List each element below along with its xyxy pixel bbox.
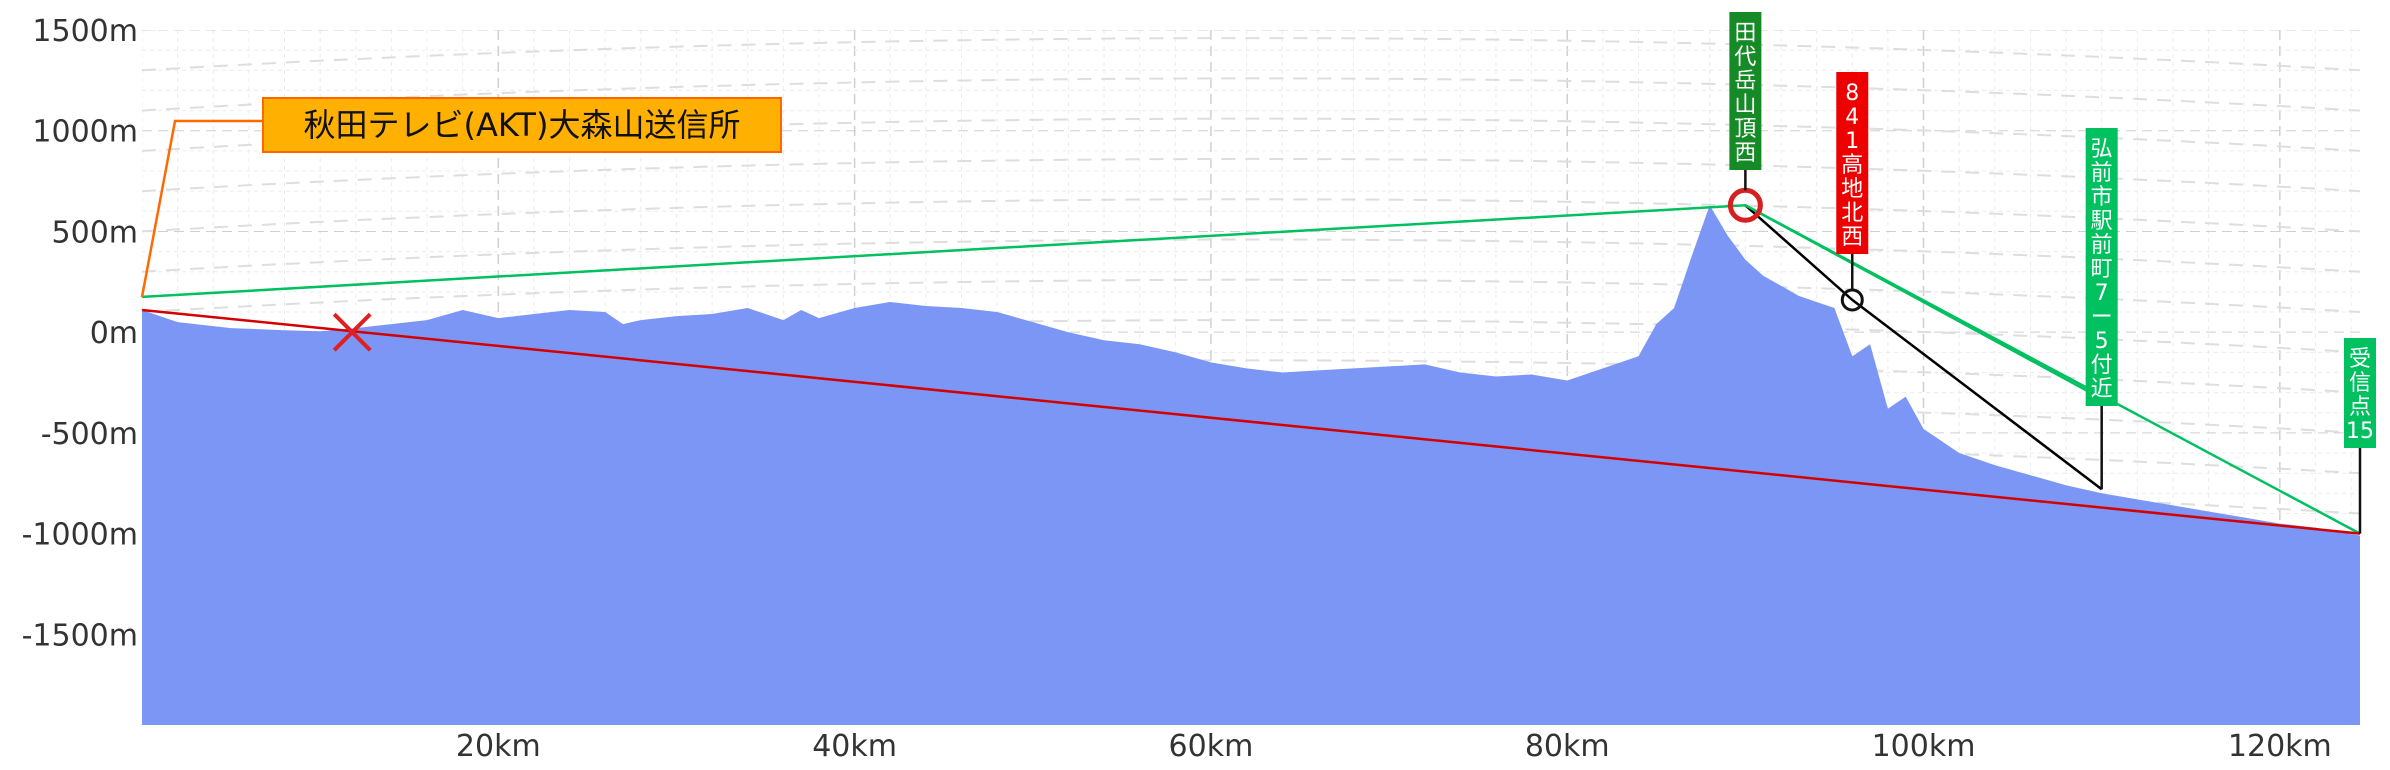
annotation-hirosaki-station: 弘前市駅前町 7 ー 5 付近: [2085, 128, 2118, 490]
annotation-label-box: [262, 97, 782, 153]
sight-lines: [141, 204, 2361, 535]
curvature-guide-line: [142, 278, 2360, 313]
terrain-area: [142, 205, 2360, 726]
sight-line: [1744, 204, 2103, 491]
annotations: 秋田テレビ(AKT)大森山送信所 田代岳山頂西 8 4 1 高地北西 弘前市駅前町 7 ー 5 付近…: [140, 12, 2376, 534]
y-tick-label: 0m: [90, 316, 138, 351]
annotation-label-box: [1836, 72, 1869, 254]
annotation-label-text: 弘前市駅前町 7 ー 5 付近: [2091, 137, 2113, 402]
y-tick-label: -500m: [41, 417, 138, 452]
y-tick-label: 1000m: [32, 115, 138, 150]
x-tick-label: 40km: [812, 729, 897, 764]
x-tick-label: 100km: [1872, 729, 1976, 764]
annotation-hill-841: 8 4 1 高地北西: [1836, 72, 1869, 290]
annotation-receiving-point: 受信点 15: [2344, 338, 2376, 534]
obstruction-x-marker: [332, 312, 372, 352]
x-tick-label: 120km: [2228, 729, 2332, 764]
curvature-guide-line: [142, 37, 2360, 72]
annotation-transmitter: 秋田テレビ(AKT)大森山送信所: [140, 97, 782, 298]
annotation-label-text: 8 4 1 高地北西: [1841, 81, 1863, 250]
annotation-label-text: 秋田テレビ(AKT)大森山送信所: [304, 106, 741, 144]
curvature-guide-line: [142, 157, 2360, 193]
annotation-label-box: [1729, 12, 1762, 170]
curvature-guide-line: [142, 238, 2360, 273]
annotation-label-text: 受信点 15: [2346, 347, 2374, 444]
y-tick-label: -1000m: [22, 518, 138, 553]
x-axis-ticks: 20km 40km 60km 80km 100km 120km: [456, 729, 2332, 764]
x-tick-label: 20km: [456, 729, 541, 764]
x-tick-label: 60km: [1169, 729, 1254, 764]
y-tick-label: 1500m: [32, 14, 138, 49]
annotation-tashiro-peak: 田代岳山頂西: [1729, 12, 1762, 191]
y-tick-label: -1500m: [22, 618, 138, 653]
x-tick-label: 80km: [1525, 729, 1610, 764]
annotation-label-box: [2085, 128, 2118, 406]
annotation-label-text: 田代岳山頂西: [1734, 21, 1756, 166]
curvature-guide-line: [142, 198, 2360, 233]
curvature-guide-line: [142, 77, 2360, 112]
y-tick-label: 500m: [52, 215, 138, 250]
annotation-label-box: [2344, 338, 2376, 448]
sight-line: [1744, 204, 2103, 400]
curvature-guide-line: [142, 30, 2360, 31]
y-axis-ticks: 1500m 1000m 500m 0m -500m -1000m -1500m: [22, 14, 138, 653]
sight-line: [141, 308, 2361, 535]
annotation-leader-line: [140, 119, 262, 298]
